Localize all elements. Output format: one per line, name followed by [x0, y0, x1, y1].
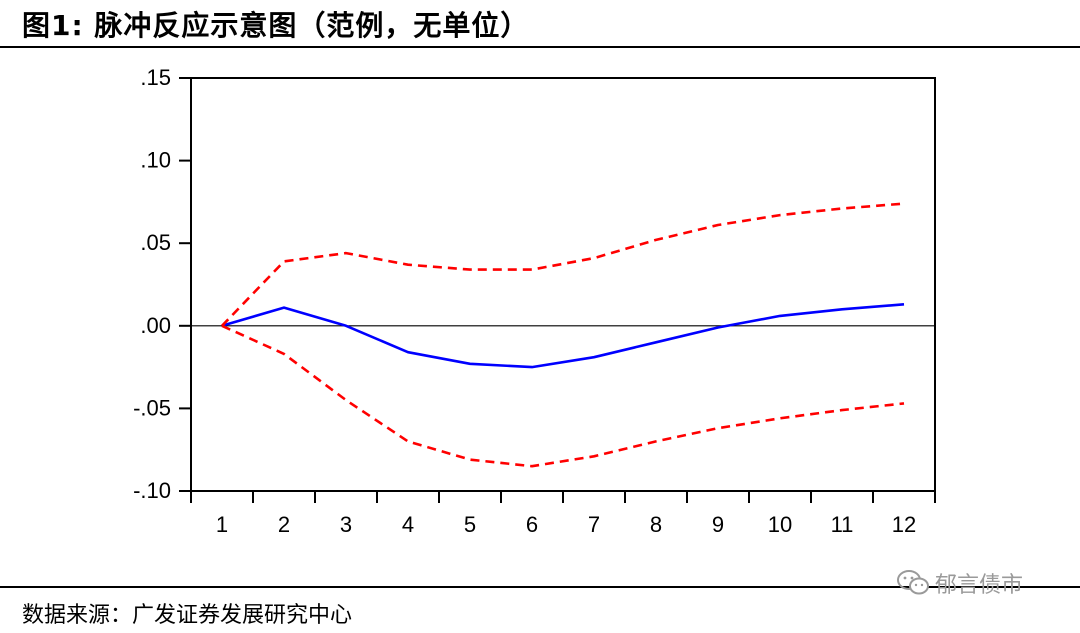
upper-band-line: [221, 202, 905, 327]
x-tick-label: 8: [650, 512, 662, 537]
x-tick-label: 10: [768, 512, 792, 537]
y-tick-label: .10: [140, 148, 171, 173]
x-tick-label: 2: [278, 512, 290, 537]
x-tick-label: 6: [526, 512, 538, 537]
impulse-response-line: [221, 303, 905, 369]
figure-title: 图1: 脉冲反应示意图（范例，无单位）: [22, 9, 530, 42]
y-tick-label: .05: [140, 230, 171, 255]
top-rule: [0, 46, 1080, 48]
bottom-rule: [0, 586, 1080, 588]
source-note: 数据来源：广发证券发展研究中心: [22, 603, 353, 628]
lower-band-line: [221, 324, 905, 468]
y-tick-label: .15: [140, 65, 171, 90]
x-tick-label: 1: [216, 512, 228, 537]
y-tick-label: -.05: [133, 395, 171, 420]
x-tick-label: 4: [402, 512, 414, 537]
title-bar: 图1: 脉冲反应示意图（范例，无单位）: [0, 0, 1080, 48]
wechat-icon: [897, 570, 929, 595]
x-tick-label: 3: [340, 512, 352, 537]
x-tick-label: 9: [712, 512, 724, 537]
plot-frame: [190, 77, 936, 492]
watermark: 郁言债市: [895, 568, 1023, 598]
x-tick-label: 12: [892, 512, 916, 537]
x-tick-label: 11: [831, 512, 854, 537]
x-tick-label: 5: [464, 512, 476, 537]
watermark-text: 郁言债市: [935, 573, 1024, 598]
y-tick-label: .00: [140, 313, 171, 338]
x-tick-label: 7: [588, 512, 600, 537]
y-tick-label: -.10: [133, 478, 171, 503]
